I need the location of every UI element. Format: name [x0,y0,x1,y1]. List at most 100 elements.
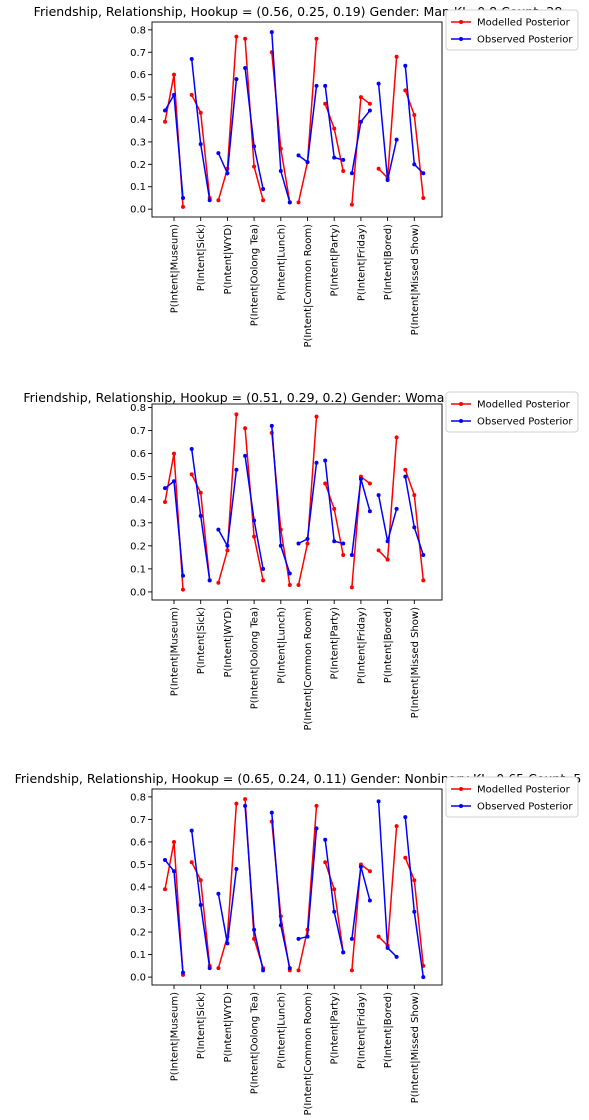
legend-box [445,776,579,818]
data-point [269,810,274,815]
data-point [261,186,266,191]
data-point [181,195,185,200]
data-point [323,83,328,88]
y-tick-label: 0.4 [130,115,146,126]
legend-label-modelled: Modelled Posterior [477,400,571,411]
data-point [243,426,248,431]
data-point [163,500,167,504]
x-tick-label: P(Intent|Museum) [170,607,181,696]
legend: Modelled Posterior Observed Posterior [445,9,579,51]
x-tick-label: P(Intent|Oolong Tea) [250,224,261,326]
legend: Modelled Posterior Observed Posterior [445,391,579,433]
data-point [189,56,194,61]
x-tick-label: P(Intent|Lunch) [276,224,287,301]
series-observed [163,30,426,205]
y-tick-label: 0.2 [130,928,146,939]
data-point [287,571,292,576]
x-tick-label: P(Intent|Museum) [170,992,181,1081]
data-point [296,583,301,588]
x-tick-label: P(Intent|Missed Show) [410,224,421,335]
data-point [341,157,346,162]
data-point [323,837,328,842]
data-point [323,101,328,106]
x-tick-label: P(Intent|WYD) [223,607,234,678]
series-line [351,478,371,556]
data-point [421,195,426,200]
chart-panel-1: Friendship, Relationship, Hookup = (0.56… [34,4,579,348]
y-tick-label: 0.7 [130,815,146,826]
legend-label-observed: Observed Posterior [477,802,573,813]
data-point [172,869,176,874]
data-point [234,77,239,82]
data-point [225,548,230,553]
data-point [172,92,176,97]
y-tick-label: 0.0 [130,973,146,984]
data-point [252,534,257,539]
data-point [412,525,417,530]
y-tick-label: 0.2 [130,160,146,171]
data-point [314,826,319,831]
legend-marker-observed [459,804,463,808]
series-line [190,830,211,969]
data-point [243,65,248,70]
data-point [403,855,408,860]
data-point [367,108,372,113]
series-line [244,455,264,570]
data-point [421,553,426,558]
data-point [385,945,390,950]
plot-area [151,403,443,601]
series-line [404,90,425,199]
data-point [189,92,194,97]
data-point [181,587,185,592]
data-point [332,909,337,914]
data-point [189,828,194,833]
data-point [349,171,354,176]
data-point [385,557,390,562]
y-tick-label: 0.3 [130,518,146,529]
data-point [394,824,399,829]
data-point [376,799,381,804]
data-point [252,518,257,523]
data-point [367,101,372,106]
data-point [305,934,310,939]
data-point [278,169,283,174]
series-line [271,32,291,203]
series-modelled [163,34,426,209]
y-tick-label: 0.7 [130,426,146,437]
data-point [243,36,248,41]
data-point [314,460,319,465]
data-point [189,860,194,865]
y-tick-label: 0.8 [130,25,146,36]
series-modelled [163,412,426,592]
y-tick-label: 0.0 [130,587,146,598]
x-tick-label: P(Intent|Common Room) [303,607,314,731]
data-point [314,414,319,419]
series-line [164,479,184,576]
data-point [421,578,426,583]
series-line [244,67,264,190]
x-tick-label: P(Intent|Museum) [170,224,181,313]
data-point [181,204,185,209]
data-point [305,536,310,541]
y-tick-label: 0.6 [130,449,146,460]
legend-label-observed: Observed Posterior [477,417,573,428]
data-point [296,541,301,546]
data-point [189,446,194,451]
series-line [217,469,238,549]
data-point [198,490,203,495]
data-point [252,927,257,932]
data-point [234,34,239,39]
data-point [163,108,167,113]
y-tick-label: 0.5 [130,472,146,483]
x-tick-label: P(Intent|Friday) [356,607,367,684]
x-tick-label: P(Intent|Oolong Tea) [250,607,261,709]
series-line [298,462,318,545]
series-line [324,103,344,172]
data-point [172,479,176,484]
series-line [297,805,318,971]
data-point [349,936,354,941]
data-point [332,887,337,892]
data-point [412,162,417,167]
data-point [198,878,203,883]
data-point [216,580,221,585]
